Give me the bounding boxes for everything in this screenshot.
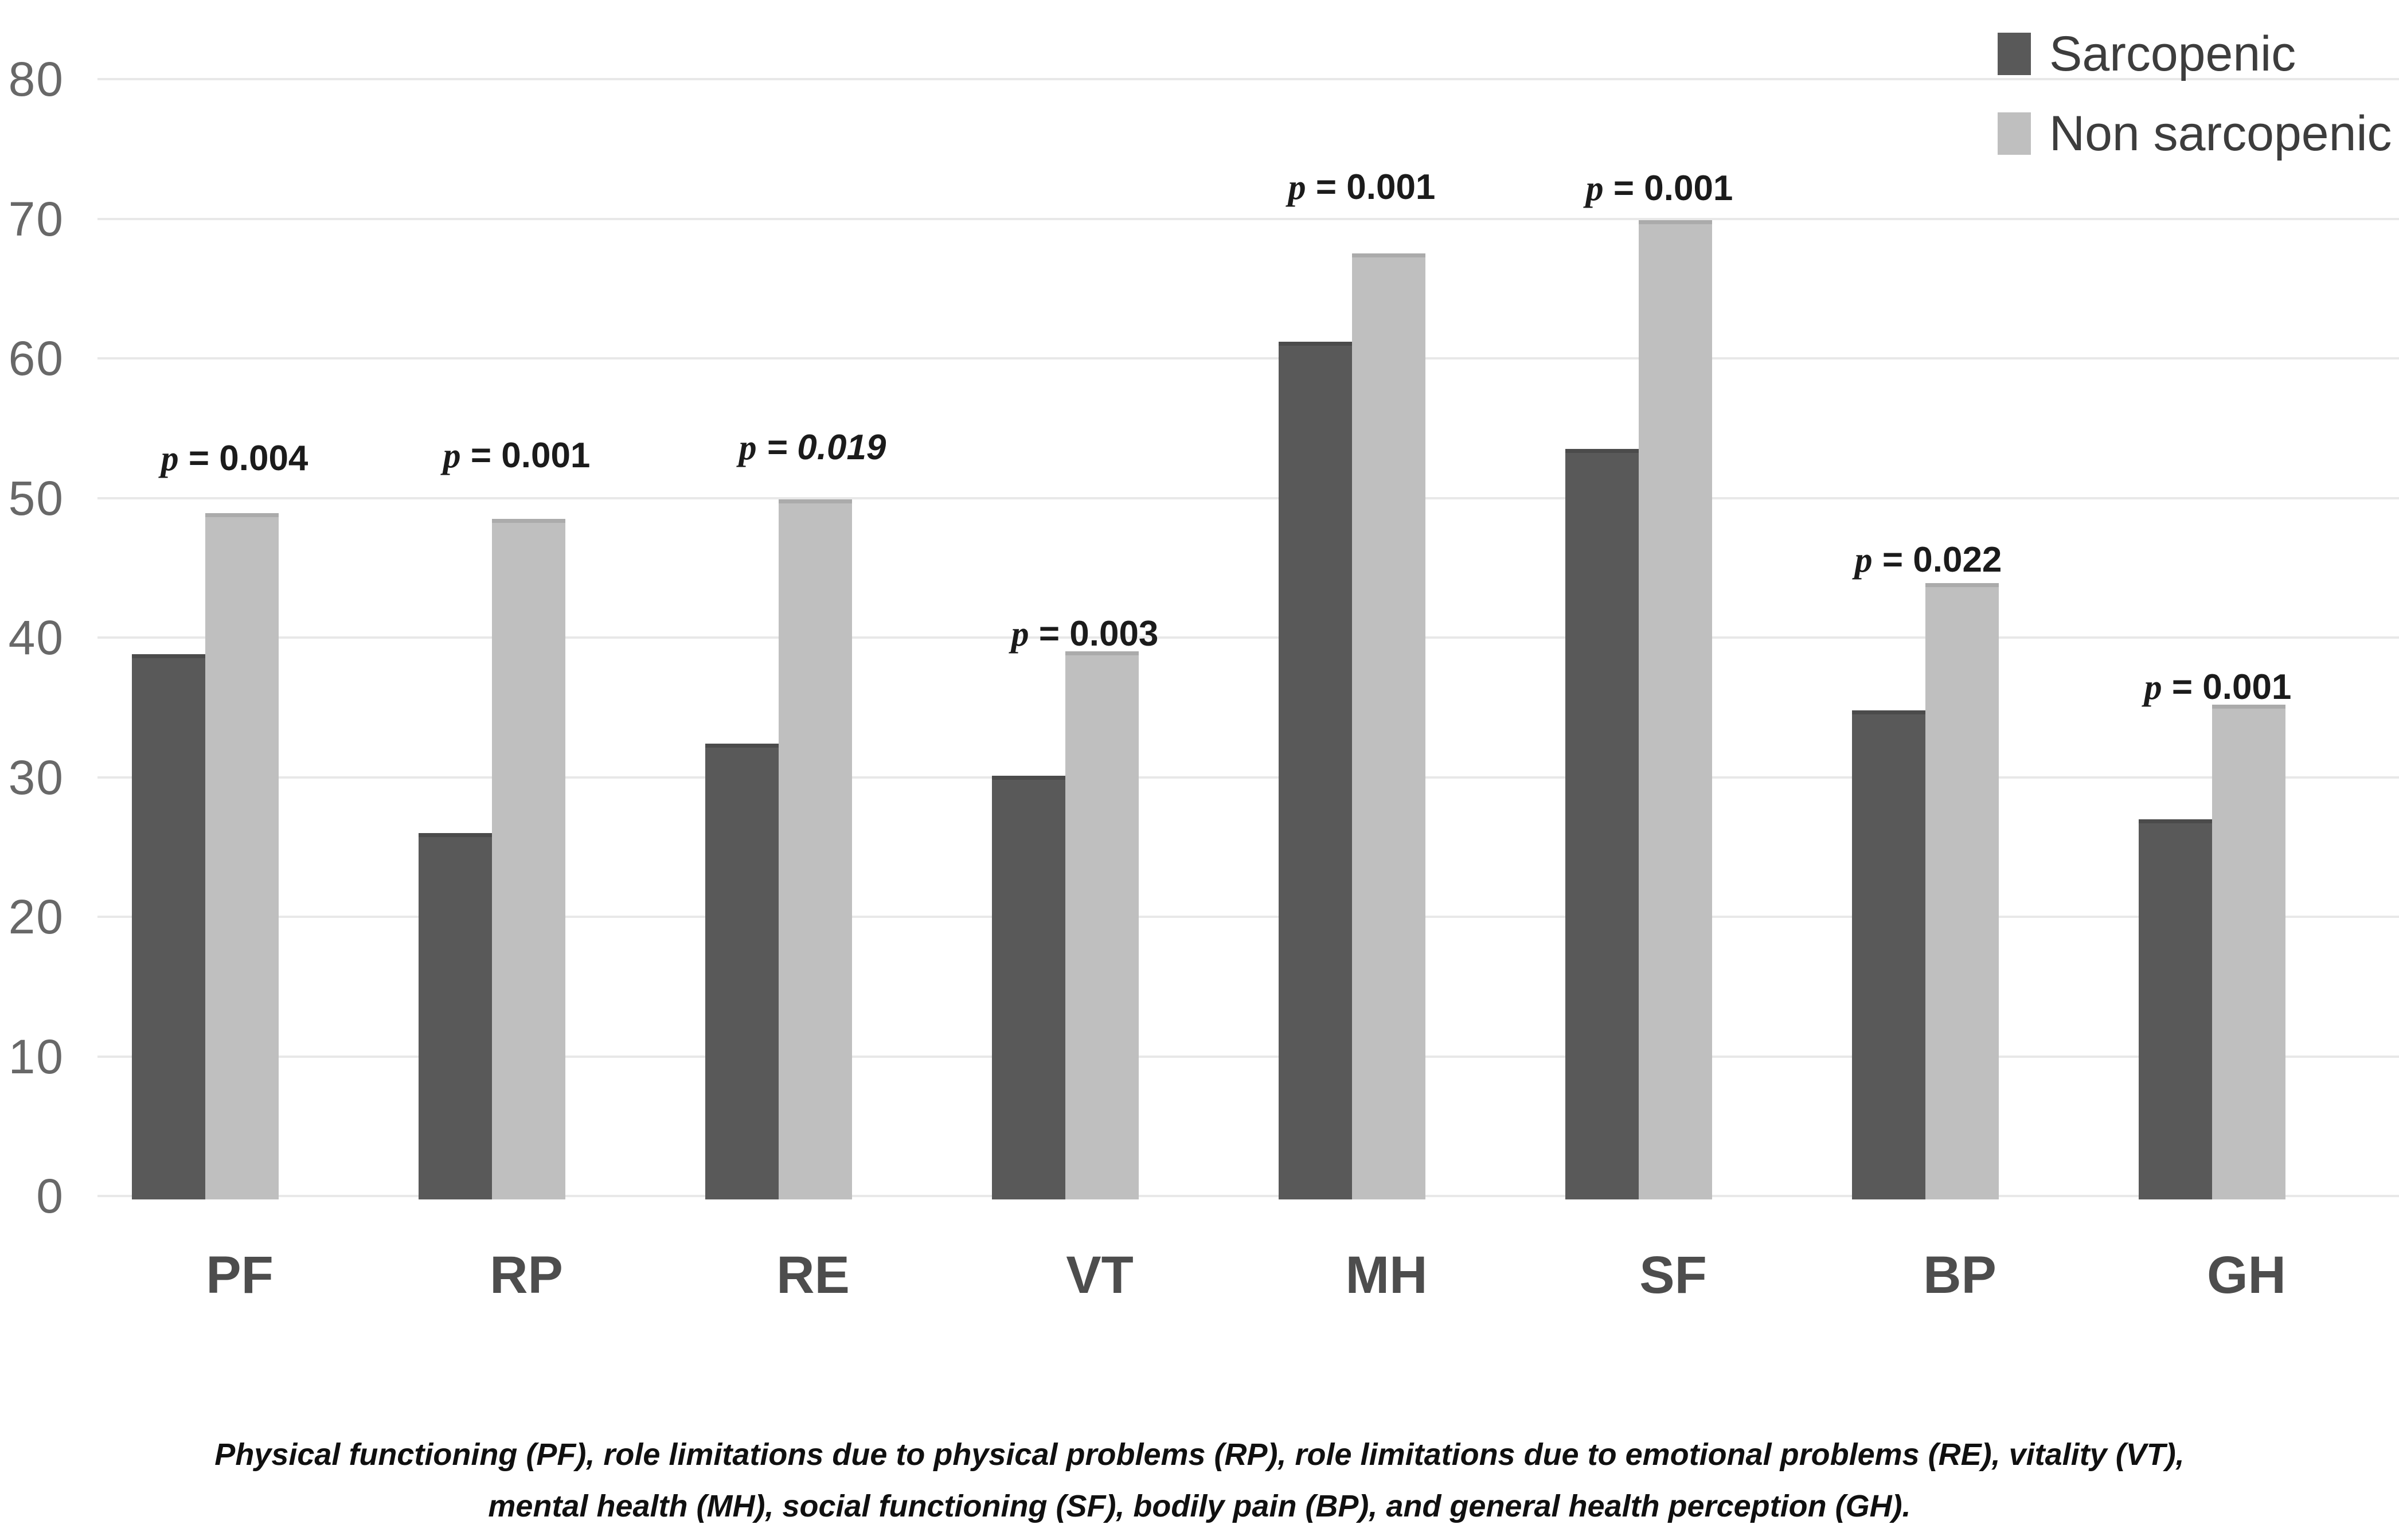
p-value-text: = 0.019 bbox=[756, 427, 886, 467]
legend-swatch-non-sarcopenic-icon bbox=[1998, 112, 2031, 155]
p-symbol: p bbox=[1854, 541, 1873, 580]
x-axis-label-pf: PF bbox=[206, 1246, 273, 1304]
p-value-label-mh: p = 0.001 bbox=[1288, 167, 1436, 208]
p-symbol: p bbox=[739, 428, 757, 467]
bar-sarcopenic-mh bbox=[1279, 341, 1352, 1199]
bar-sarcopenic-rp bbox=[419, 832, 492, 1199]
legend-swatch-sarcopenic-icon bbox=[1998, 33, 2031, 75]
y-axis-tick-label-30: 30 bbox=[8, 750, 64, 804]
p-value-label-bp: p = 0.022 bbox=[1854, 540, 2002, 580]
gridline-60 bbox=[97, 357, 2399, 359]
gridline-10 bbox=[97, 1055, 2399, 1058]
p-value-label-pf: p = 0.004 bbox=[161, 439, 308, 479]
y-axis-tick-label-40: 40 bbox=[8, 611, 64, 665]
legend-item-sarcopenic: Sarcopenic bbox=[1998, 17, 2296, 91]
y-axis-tick-label-10: 10 bbox=[8, 1029, 64, 1084]
legend-label-sarcopenic: Sarcopenic bbox=[2049, 26, 2296, 81]
gridline-40 bbox=[97, 636, 2399, 639]
p-symbol: p bbox=[2144, 667, 2162, 707]
caption-line-2: mental health (MH), social functioning (… bbox=[488, 1489, 1911, 1523]
x-axis-label-re: RE bbox=[776, 1246, 850, 1304]
gridline-50 bbox=[97, 497, 2399, 499]
p-value-label-gh: p = 0.001 bbox=[2144, 667, 2292, 707]
p-symbol: p bbox=[1585, 169, 1604, 208]
bar-sarcopenic-vt bbox=[992, 776, 1065, 1199]
x-axis-label-sf: SF bbox=[1639, 1246, 1707, 1304]
p-value-label-sf: p = 0.001 bbox=[1585, 168, 1733, 208]
gridline-20 bbox=[97, 916, 2399, 918]
p-symbol: p bbox=[161, 439, 179, 479]
p-value-text: = 0.001 bbox=[460, 436, 591, 476]
bar-sarcopenic-sf bbox=[1565, 449, 1639, 1199]
bar-sarcopenic-pf bbox=[132, 654, 205, 1199]
bar-non-sarcopenic-sf bbox=[1639, 220, 1712, 1199]
legend-item-non-sarcopenic: Non sarcopenic bbox=[1998, 97, 2392, 170]
bar-sarcopenic-gh bbox=[2139, 819, 2212, 1199]
bar-sarcopenic-re bbox=[705, 744, 779, 1199]
bar-non-sarcopenic-vt bbox=[1065, 651, 1139, 1199]
p-value-text: = 0.001 bbox=[1306, 167, 1436, 208]
y-axis-tick-label-60: 60 bbox=[8, 331, 64, 385]
y-axis-tick-label-20: 20 bbox=[8, 890, 64, 944]
bar-non-sarcopenic-bp bbox=[1925, 583, 1999, 1199]
figure-caption: Physical functioning (PF), role limitati… bbox=[0, 1429, 2399, 1532]
bar-non-sarcopenic-mh bbox=[1352, 253, 1425, 1199]
y-axis-tick-label-50: 50 bbox=[8, 471, 64, 525]
bar-non-sarcopenic-rp bbox=[492, 519, 565, 1199]
p-value-label-rp: p = 0.001 bbox=[443, 438, 591, 474]
p-symbol: p bbox=[1011, 615, 1029, 654]
x-axis-label-gh: GH bbox=[2207, 1246, 2286, 1304]
y-axis-tick-label-80: 80 bbox=[8, 52, 64, 106]
p-value-text: = 0.004 bbox=[178, 439, 308, 479]
gridline-0 bbox=[97, 1195, 2399, 1197]
p-value-text: = 0.022 bbox=[1872, 540, 2002, 580]
y-axis-tick-label-70: 70 bbox=[8, 191, 64, 246]
gridline-70 bbox=[97, 217, 2399, 220]
legend-label-non-sarcopenic: Non sarcopenic bbox=[2049, 106, 2392, 161]
p-value-label-re: p = 0.019 bbox=[739, 427, 886, 467]
x-axis-label-rp: RP bbox=[490, 1246, 563, 1304]
p-value-label-vt: p = 0.003 bbox=[1011, 616, 1159, 652]
bar-non-sarcopenic-re bbox=[779, 499, 852, 1199]
caption-line-1: Physical functioning (PF), role limitati… bbox=[214, 1437, 2185, 1472]
y-axis-tick-label-0: 0 bbox=[36, 1169, 64, 1223]
p-value-text: = 0.001 bbox=[1603, 168, 1733, 208]
p-value-text: = 0.003 bbox=[1029, 614, 1159, 654]
bar-non-sarcopenic-pf bbox=[205, 513, 279, 1199]
x-axis-label-mh: MH bbox=[1345, 1246, 1428, 1304]
x-axis-label-bp: BP bbox=[1923, 1246, 1996, 1304]
p-symbol: p bbox=[1288, 168, 1306, 208]
p-symbol: p bbox=[443, 436, 461, 476]
bar-non-sarcopenic-gh bbox=[2212, 704, 2285, 1199]
gridline-80 bbox=[97, 78, 2399, 80]
gridline-30 bbox=[97, 776, 2399, 779]
p-value-text: = 0.001 bbox=[2162, 667, 2292, 707]
x-axis-label-vt: VT bbox=[1066, 1246, 1134, 1304]
bar-sarcopenic-bp bbox=[1852, 710, 1925, 1199]
